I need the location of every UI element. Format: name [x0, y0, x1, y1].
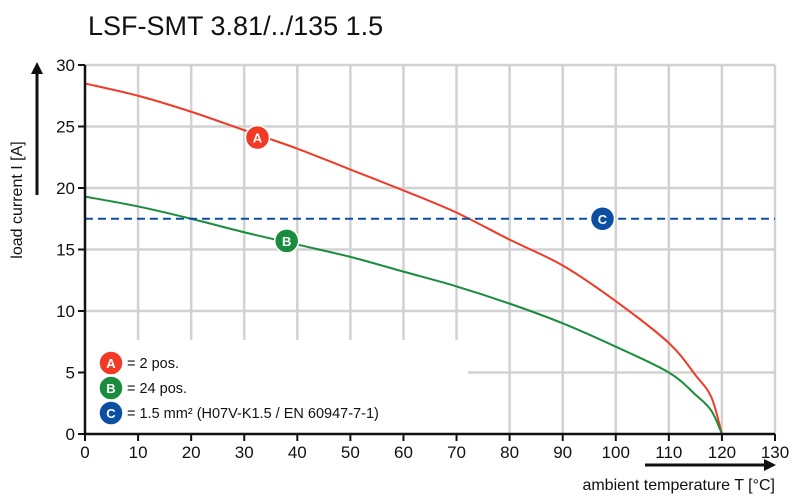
y-tick-label: 25: [56, 118, 75, 137]
y-tick-label: 15: [56, 241, 75, 260]
svg-text:B: B: [106, 381, 115, 396]
series-marker-a: A: [244, 124, 271, 151]
x-axis-arrow: [645, 459, 776, 471]
series-marker-b: B: [273, 228, 300, 254]
x-axis-label: ambient temperature T [°C]: [582, 477, 775, 494]
x-tick-label: 80: [500, 443, 519, 462]
y-axis-label: load current I [A]: [9, 141, 26, 258]
legend-badge-b: B: [98, 375, 124, 401]
series-line-a: [84, 82, 723, 435]
x-tick-label: 40: [288, 443, 307, 462]
legend-text-c: = 1.5 mm² (H07V-K1.5 / EN 60947-7-1): [127, 406, 379, 422]
x-tick-label: 50: [341, 443, 360, 462]
y-tick-label: 30: [56, 56, 75, 75]
legend-text-b: = 24 pos.: [127, 381, 187, 397]
y-tick-label: 0: [66, 425, 75, 444]
x-tick-label: 130: [761, 443, 789, 462]
legend-badge-a: A: [98, 350, 124, 376]
legend-badge-c: C: [98, 400, 124, 426]
y-axis-arrow: [31, 62, 43, 195]
svg-text:C: C: [598, 212, 608, 227]
x-tick-label: 30: [235, 443, 254, 462]
svg-text:A: A: [106, 356, 116, 371]
y-tick-label: 10: [56, 302, 75, 321]
x-tick-label: 90: [553, 443, 572, 462]
y-tick-label: 5: [66, 364, 75, 383]
x-tick-label: 60: [394, 443, 413, 462]
svg-text:C: C: [106, 406, 116, 421]
series-line-b: [84, 195, 723, 435]
legend: A = 2 pos. B = 24 pos. C = 1.5 mm² (H07V-K1.5…: [98, 350, 379, 426]
x-tick-label: 120: [708, 443, 736, 462]
svg-text:A: A: [253, 131, 263, 146]
legend-text-a: = 2 pos.: [127, 356, 179, 372]
x-tick-label: 100: [602, 443, 630, 462]
axes: 0 10 20 30 40 50 60 70 80 90 100 110 120 130 0 5 10 15 20 2…: [56, 56, 789, 462]
series-marker-c: C: [589, 206, 616, 232]
legend-background: [86, 340, 468, 433]
x-tick-label: 10: [129, 443, 148, 462]
x-tick-label: 0: [80, 443, 89, 462]
x-tick-label: 20: [182, 443, 201, 462]
svg-text:B: B: [282, 234, 291, 249]
x-tick-label: 110: [655, 443, 682, 462]
series-layer: ABC: [84, 82, 775, 435]
y-tick-label: 20: [56, 179, 75, 198]
x-tick-label: 70: [447, 443, 466, 462]
chart-title: LSF-SMT 3.81/../135 1.5: [88, 11, 383, 41]
